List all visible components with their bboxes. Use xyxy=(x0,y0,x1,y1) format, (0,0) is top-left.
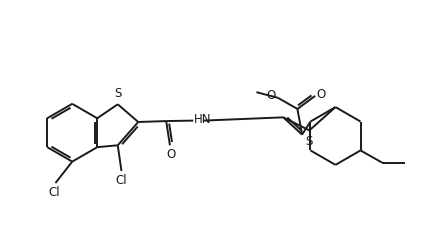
Text: O: O xyxy=(166,148,176,161)
Text: O: O xyxy=(267,89,276,102)
Text: O: O xyxy=(316,88,325,101)
Text: Cl: Cl xyxy=(49,186,60,199)
Text: S: S xyxy=(114,87,122,100)
Text: HN: HN xyxy=(194,113,211,126)
Text: Cl: Cl xyxy=(116,174,127,187)
Text: S: S xyxy=(305,135,312,148)
